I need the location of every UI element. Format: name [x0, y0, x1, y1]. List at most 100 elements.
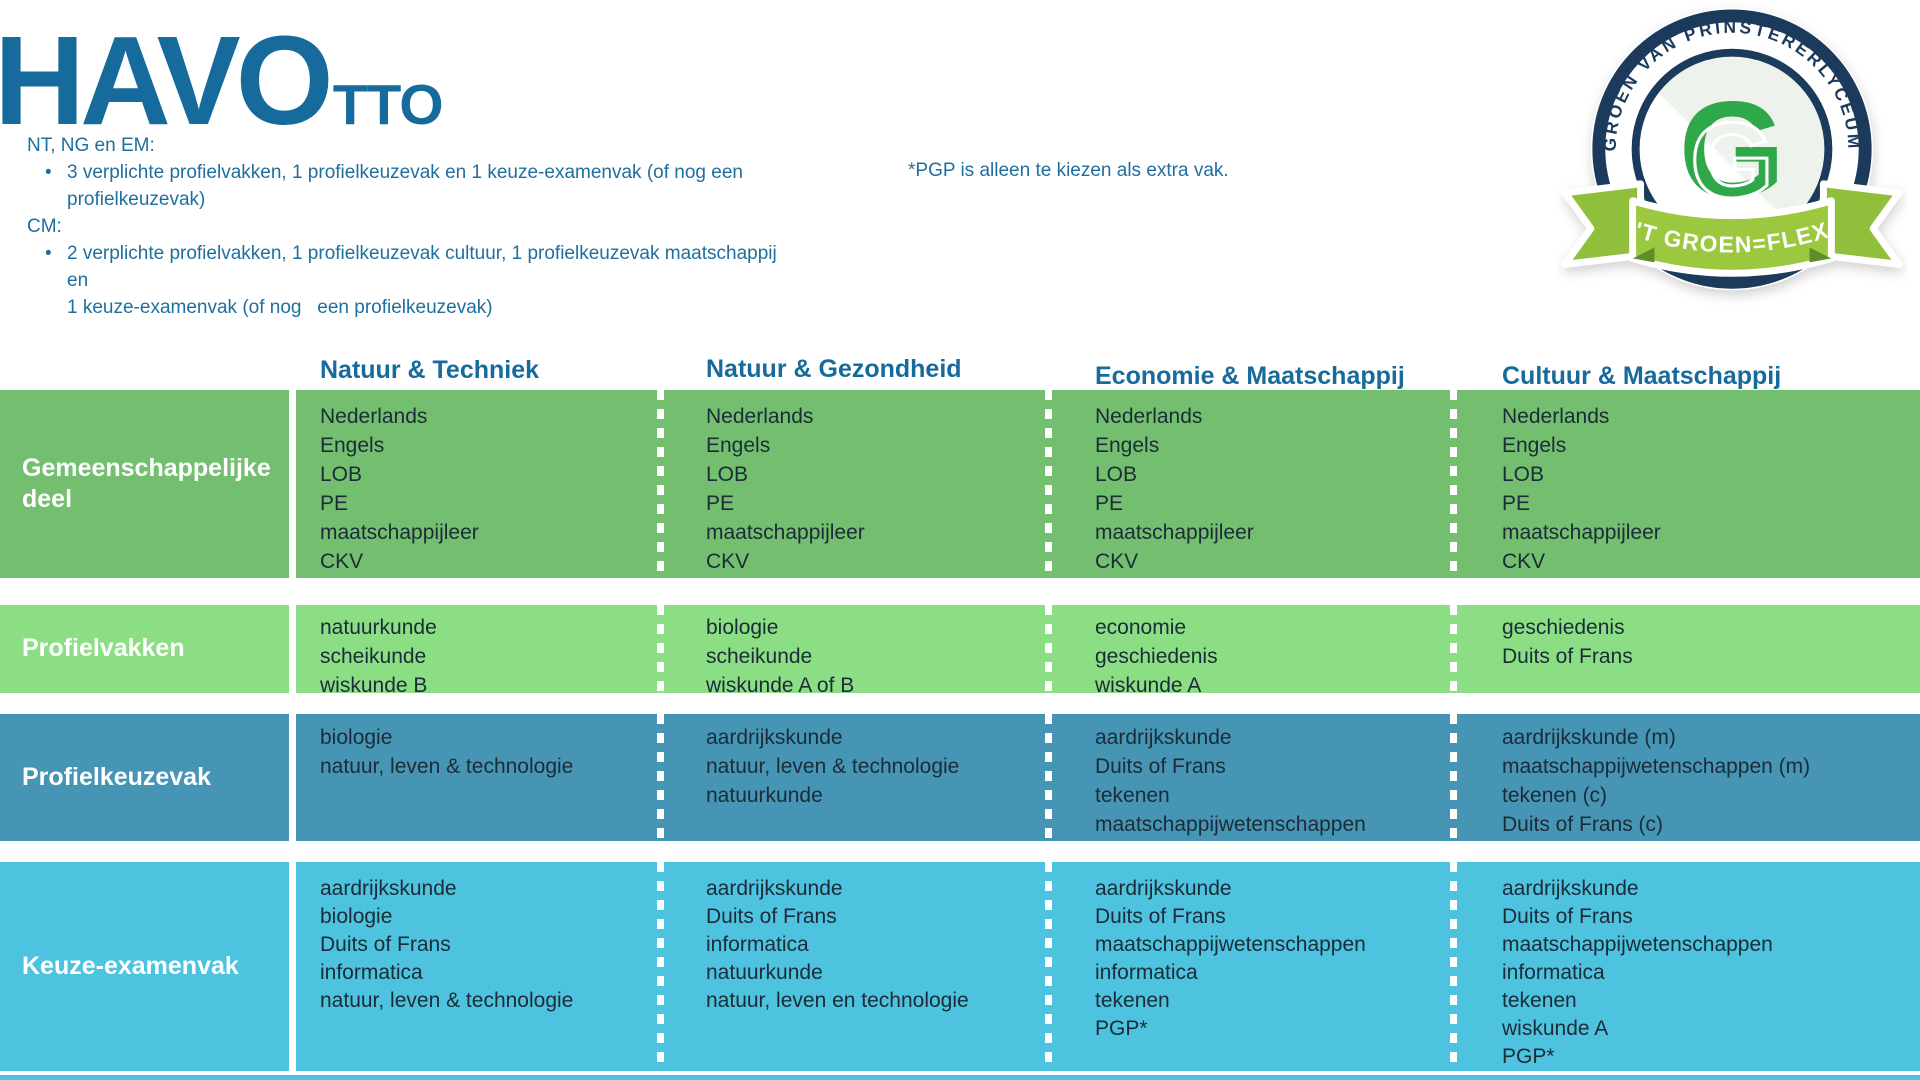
solid-separator	[289, 605, 296, 693]
cell-profielvakken-em: economie geschiedenis wiskunde A	[1095, 605, 1445, 700]
dotted-separator	[1450, 714, 1457, 841]
subject-line: wiskunde B	[320, 674, 428, 697]
subject-line: informatica	[1095, 961, 1198, 984]
bullet-icon: •	[45, 243, 52, 264]
note-bullet-ntngem: • 3 verplichte profielvakken, 1 profielk…	[45, 159, 787, 213]
dotted-separator	[657, 714, 664, 841]
cell-profielkeuzevak-cm: aardrijkskunde (m) maatschappijwetenschap…	[1502, 714, 1914, 839]
row-label: Keuze-examenvak	[22, 951, 239, 980]
subject-line: LOB	[320, 463, 363, 486]
subject-line: PGP*	[1095, 1017, 1148, 1040]
cell-gemeenschappelijk-ng: Nederlands Engels LOB PE maatschappijleer CKV	[706, 390, 1040, 576]
subject-line: PE	[320, 492, 349, 515]
subject-line: CKV	[1095, 550, 1139, 573]
dotted-separator	[657, 862, 664, 1071]
subject-line: economie	[1095, 616, 1187, 639]
subject-line: Duits of Frans	[1095, 905, 1226, 928]
subject-line: maatschappijwetenschappen	[1095, 813, 1366, 836]
note-bullet-cm: • 2 verplichte profielvakken, 1 profielk…	[45, 240, 787, 321]
page-title: HAVOTTO	[0, 8, 444, 153]
subject-line: Engels	[1502, 434, 1567, 457]
row-profielkeuzevak: Profielkeuzevak biologie natuur, leven & …	[0, 714, 1920, 841]
subject-line: aardrijkskunde	[706, 877, 843, 900]
subject-line: scheikunde	[320, 645, 427, 668]
row-gemeenschappelijke-deel: Gemeenschappelijke deel Nederlands Engels…	[0, 390, 1920, 578]
subject-line: maatschappijleer	[706, 521, 865, 544]
subject-line: biologie	[706, 616, 779, 639]
subject-line: natuurkunde	[320, 616, 437, 639]
subject-line: aardrijkskunde	[1502, 877, 1639, 900]
subject-line: PE	[1095, 492, 1124, 515]
row-label: Profielvakken	[22, 634, 185, 663]
ribbon-fold-right	[1809, 247, 1832, 263]
cell-profielkeuzevak-nt: biologie natuur, leven & technologie	[320, 714, 652, 781]
subject-line: maatschappijleer	[1095, 521, 1254, 544]
subject-line: Engels	[320, 434, 385, 457]
subject-line: natuur, leven & technologie	[706, 755, 960, 778]
profile-header-natuur-gezondheid: Natuur & Gezondheid	[706, 355, 962, 383]
cell-profielkeuzevak-em: aardrijkskunde Duits of Frans tekenen maats…	[1095, 714, 1445, 839]
subject-line: CKV	[320, 550, 364, 573]
row-keuze-examenvak: Keuze-examenvak aardrijkskunde biologie Du…	[0, 862, 1920, 1071]
subject-line: aardrijkskunde	[1095, 726, 1232, 749]
bottom-edge-strip	[0, 1075, 1920, 1080]
subject-line: natuur, leven & technologie	[320, 989, 574, 1012]
dotted-separator	[1045, 390, 1052, 578]
pgp-footnote: *PGP is alleen te kiezen als extra vak.	[908, 160, 1229, 181]
subject-line: maatschappijleer	[320, 521, 479, 544]
subject-line: Duits of Frans (c)	[1502, 813, 1664, 836]
cell-keuze-examenvak-cm: aardrijkskunde Duits of Frans maatschappij…	[1502, 862, 1914, 1071]
title-havo: HAVO	[0, 10, 334, 151]
subject-line: geschiedenis	[1502, 616, 1625, 639]
dotted-separator	[1045, 605, 1052, 693]
bullet-icon: •	[45, 162, 52, 183]
cell-gemeenschappelijk-nt: Nederlands Engels LOB PE maatschappijleer CKV	[320, 390, 652, 576]
subject-line: aardrijkskunde	[320, 877, 457, 900]
subject-line: biologie	[320, 905, 393, 928]
subject-line: Nederlands	[706, 405, 814, 428]
subject-line: tekenen	[1095, 989, 1170, 1012]
solid-separator	[289, 862, 296, 1071]
subject-line: tekenen	[1095, 784, 1170, 807]
title-tto: TTO	[332, 73, 444, 137]
solid-separator	[289, 390, 296, 578]
subject-line: Nederlands	[1095, 405, 1203, 428]
subject-line: PE	[1502, 492, 1531, 515]
cell-gemeenschappelijk-cm: Nederlands Engels LOB PE maatschappijleer CKV	[1502, 390, 1914, 576]
dotted-separator	[1450, 390, 1457, 578]
subject-line: aardrijkskunde (m)	[1502, 726, 1676, 749]
subject-line: Nederlands	[1502, 405, 1610, 428]
cell-profielvakken-ng: biologie scheikunde wiskunde A of B	[706, 605, 1040, 700]
dotted-separator	[657, 390, 664, 578]
subject-line: informatica	[706, 933, 809, 956]
subject-line: Nederlands	[320, 405, 428, 428]
dotted-separator	[657, 605, 664, 693]
row-label: Profielkeuzevak	[22, 762, 211, 791]
subject-line: LOB	[706, 463, 749, 486]
subject-line: wiskunde A	[1502, 1017, 1609, 1040]
subject-line: tekenen	[1502, 989, 1577, 1012]
subject-line: wiskunde A	[1095, 674, 1202, 697]
profile-rules-notes: NT, NG en EM: • 3 verplichte profielvakk…	[27, 132, 787, 321]
dotted-separator	[1450, 605, 1457, 693]
ribbon-left-tail	[1561, 180, 1645, 268]
subject-line: CKV	[706, 550, 750, 573]
ribbon-fold-left	[1632, 247, 1655, 263]
subject-line: maatschappijleer	[1502, 521, 1661, 544]
subject-line: informatica	[1502, 961, 1605, 984]
subject-line: LOB	[1502, 463, 1545, 486]
logo-monogram-g-inline: G	[1690, 100, 1773, 220]
cell-keuze-examenvak-ng: aardrijkskunde Duits of Frans informatica n…	[706, 862, 1040, 1015]
row-label: Gemeenschappelijke deel	[22, 453, 271, 513]
subject-line: natuurkunde	[706, 961, 823, 984]
cell-profielvakken-cm: geschiedenis Duits of Frans	[1502, 605, 1914, 671]
subject-line: CKV	[1502, 550, 1546, 573]
cell-profielkeuzevak-ng: aardrijkskunde natuur, leven & technologi…	[706, 714, 1040, 810]
cell-gemeenschappelijk-em: Nederlands Engels LOB PE maatschappijleer CKV	[1095, 390, 1445, 576]
subject-line: natuurkunde	[706, 784, 823, 807]
dotted-separator	[1045, 714, 1052, 841]
note-heading-ntngem: NT, NG en EM:	[27, 135, 155, 156]
subject-line: aardrijkskunde	[706, 726, 843, 749]
dotted-separator	[1450, 862, 1457, 1071]
ribbon-right-tail	[1819, 180, 1903, 268]
